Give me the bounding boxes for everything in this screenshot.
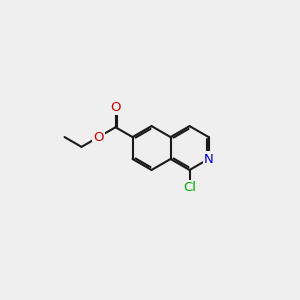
Text: N: N: [204, 152, 213, 166]
Text: Cl: Cl: [183, 181, 196, 194]
Text: O: O: [93, 130, 104, 144]
Text: O: O: [110, 101, 121, 114]
